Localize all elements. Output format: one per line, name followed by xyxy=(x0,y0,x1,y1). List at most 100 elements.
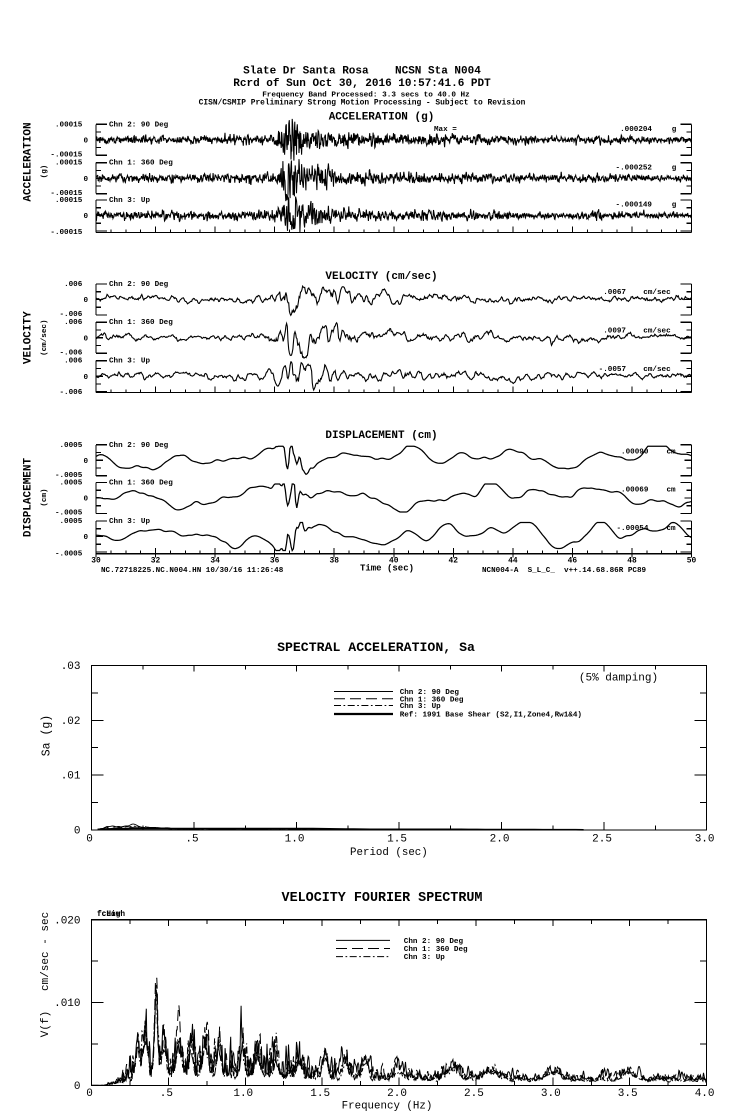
svg-text:2.0: 2.0 xyxy=(490,834,510,846)
svg-text:Chn 3: Up: Chn 3: Up xyxy=(109,518,150,526)
svg-text:Chn 1: 360 Deg: Chn 1: 360 Deg xyxy=(400,696,464,704)
svg-text:Chn 2: 90 Deg: Chn 2: 90 Deg xyxy=(400,689,460,697)
svg-text:0: 0 xyxy=(74,825,81,837)
svg-text:VELOCITY (cm/sec): VELOCITY (cm/sec) xyxy=(325,271,437,283)
svg-text:Ref: 1991 Base Shear (S2,I1,Zo: Ref: 1991 Base Shear (S2,I1,Zone4,Rw1&4) xyxy=(400,712,582,720)
svg-text:Rcrd of Sun Oct 30, 2016 10:57: Rcrd of Sun Oct 30, 2016 10:57:41.6 PDT xyxy=(233,78,491,90)
svg-text:.01: .01 xyxy=(61,771,81,783)
svg-text:1.5: 1.5 xyxy=(310,1088,330,1100)
svg-text:-.006: -.006 xyxy=(60,349,83,357)
svg-text:(g): (g) xyxy=(41,165,49,179)
svg-text:0: 0 xyxy=(74,1081,81,1093)
svg-text:.006: .006 xyxy=(64,319,83,327)
svg-text:0: 0 xyxy=(83,534,88,542)
svg-text:0: 0 xyxy=(83,297,88,305)
svg-text:g: g xyxy=(672,126,677,134)
svg-text:-.0005: -.0005 xyxy=(55,550,83,558)
svg-text:-.000252: -.000252 xyxy=(616,164,653,172)
svg-text:.00015: .00015 xyxy=(55,121,83,129)
svg-text:0: 0 xyxy=(83,137,88,145)
svg-text:1.0: 1.0 xyxy=(233,1088,253,1100)
svg-text:NCN004-A S_L_C_ v++.14.68.86: NCN004-A S_L_C_ v++.14.68.86R PC89 xyxy=(482,567,646,575)
svg-text:.000204: .000204 xyxy=(620,126,652,134)
svg-text:Frequency Band Processed: 3.3: Frequency Band Processed: 3.3 secs to 40… xyxy=(262,92,470,100)
svg-text:Slate Dr Santa Rosa NCSN St: Slate Dr Santa Rosa NCSN Sta N004 xyxy=(243,66,481,78)
svg-text:-.00015: -.00015 xyxy=(50,229,82,237)
svg-text:3.0: 3.0 xyxy=(541,1088,561,1100)
svg-text:0: 0 xyxy=(86,834,93,846)
svg-text:Chn 3: Up: Chn 3: Up xyxy=(109,197,150,205)
svg-text:-.0005: -.0005 xyxy=(55,472,83,480)
svg-text:1.0: 1.0 xyxy=(285,834,305,846)
svg-text:0: 0 xyxy=(83,458,88,466)
svg-text:-.00015: -.00015 xyxy=(50,190,82,198)
svg-text:fcHigh: fcHigh xyxy=(97,911,125,919)
svg-text:Max =: Max = xyxy=(434,126,457,134)
svg-text:g: g xyxy=(672,202,677,210)
svg-text:.02: .02 xyxy=(61,716,81,728)
svg-text:-.00054: -.00054 xyxy=(616,525,648,533)
svg-text:Chn 2: 90 Deg: Chn 2: 90 Deg xyxy=(404,938,464,946)
svg-text:.0097: .0097 xyxy=(603,328,626,336)
svg-text:46: 46 xyxy=(568,556,578,565)
svg-text:30: 30 xyxy=(91,556,101,565)
svg-text:Chn 3: Up: Chn 3: Up xyxy=(404,954,445,962)
svg-text:48: 48 xyxy=(627,556,637,565)
svg-text:-.006: -.006 xyxy=(60,311,83,319)
svg-text:2.5: 2.5 xyxy=(592,834,612,846)
svg-text:0: 0 xyxy=(83,374,88,382)
svg-text:-.0057: -.0057 xyxy=(599,366,627,374)
svg-text:SPECTRAL ACCELERATION, Sa: SPECTRAL ACCELERATION, Sa xyxy=(277,640,475,655)
svg-text:0: 0 xyxy=(83,213,88,221)
svg-text:50: 50 xyxy=(687,556,697,565)
svg-text:.5: .5 xyxy=(185,834,198,846)
svg-text:VELOCITY: VELOCITY xyxy=(23,311,35,364)
svg-text:44: 44 xyxy=(508,556,518,565)
svg-text:1.5: 1.5 xyxy=(387,834,407,846)
svg-text:.03: .03 xyxy=(61,661,81,673)
svg-text:.020: .020 xyxy=(54,915,80,927)
svg-text:V(f) cm/sec - sec: V(f) cm/sec - sec xyxy=(40,912,52,1037)
svg-text:3.5: 3.5 xyxy=(618,1088,638,1100)
svg-text:.0005: .0005 xyxy=(60,518,83,526)
svg-text:32: 32 xyxy=(151,556,161,565)
svg-text:0: 0 xyxy=(83,496,88,504)
svg-text:.5: .5 xyxy=(160,1088,173,1100)
svg-text:.0005: .0005 xyxy=(60,480,83,488)
svg-text:Chn 1: 360 Deg: Chn 1: 360 Deg xyxy=(404,946,468,954)
svg-text:(cm): (cm) xyxy=(41,488,49,506)
svg-text:.00069: .00069 xyxy=(621,486,649,494)
svg-text:.0005: .0005 xyxy=(60,442,83,450)
svg-text:38: 38 xyxy=(329,556,339,565)
svg-text:.0067: .0067 xyxy=(603,289,626,297)
svg-text:Chn 2: 90 Deg: Chn 2: 90 Deg xyxy=(109,281,169,289)
svg-text:Sa (g): Sa (g) xyxy=(41,715,54,756)
svg-text:VELOCITY FOURIER SPECTRUM: VELOCITY FOURIER SPECTRUM xyxy=(282,891,483,906)
svg-text:42: 42 xyxy=(449,556,459,565)
svg-text:cm: cm xyxy=(667,449,677,457)
svg-text:cm: cm xyxy=(667,486,677,494)
svg-text:0: 0 xyxy=(83,335,88,343)
svg-text:Frequency (Hz): Frequency (Hz) xyxy=(342,1101,433,1113)
svg-text:Chn 3: Up: Chn 3: Up xyxy=(400,703,441,711)
svg-text:-.00015: -.00015 xyxy=(50,152,82,160)
svg-text:.010: .010 xyxy=(54,998,80,1010)
svg-text:NC.72718225.NC.N004.HN 10/30/1: NC.72718225.NC.N004.HN 10/30/16 11:26:48 xyxy=(101,567,284,575)
svg-text:Chn 1: 360 Deg: Chn 1: 360 Deg xyxy=(109,319,173,327)
svg-text:Chn 2: 90 Deg: Chn 2: 90 Deg xyxy=(109,442,169,450)
svg-text:-.0005: -.0005 xyxy=(55,510,83,518)
svg-text:DISPLACEMENT (cm): DISPLACEMENT (cm) xyxy=(325,430,437,442)
svg-text:(cm/sec): (cm/sec) xyxy=(41,319,49,355)
svg-text:.006: .006 xyxy=(64,281,83,289)
svg-text:Chn 2: 90 Deg: Chn 2: 90 Deg xyxy=(109,121,169,129)
svg-text:0: 0 xyxy=(86,1088,93,1100)
svg-text:fcLow: fcLow xyxy=(97,911,121,919)
svg-text:Chn 1: 360 Deg: Chn 1: 360 Deg xyxy=(109,160,173,168)
svg-text:cm: cm xyxy=(667,525,677,533)
svg-text:-.006: -.006 xyxy=(60,389,83,397)
svg-text:ACCELERATION (g): ACCELERATION (g) xyxy=(329,112,435,124)
svg-text:Chn 3: Up: Chn 3: Up xyxy=(109,358,150,366)
svg-text:.006: .006 xyxy=(64,358,83,366)
svg-text:40: 40 xyxy=(389,556,399,565)
svg-text:.00015: .00015 xyxy=(55,160,83,168)
